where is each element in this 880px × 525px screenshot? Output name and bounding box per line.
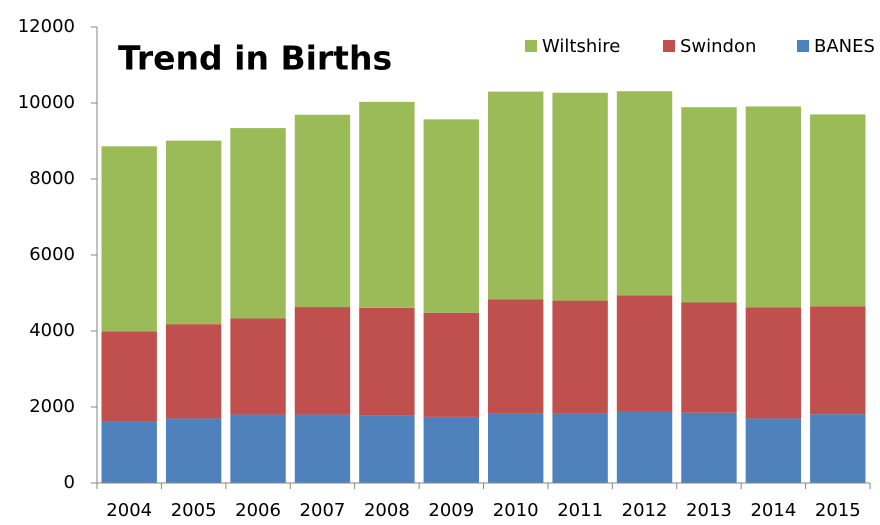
bar-segment: [681, 412, 737, 483]
y-tick-label: 2000: [29, 396, 75, 417]
chart-title: Trend in Births: [118, 39, 392, 78]
legend-swatch: [525, 40, 537, 52]
bar-segment: [745, 307, 802, 419]
x-tick-label: 2013: [686, 500, 732, 521]
y-tick-label: 8000: [29, 168, 75, 189]
bar-segment: [810, 414, 866, 483]
x-tick-label: 2007: [300, 500, 346, 521]
legend-label: Swindon: [680, 36, 756, 57]
bar-segment: [423, 119, 479, 313]
bar-segment: [294, 114, 351, 308]
x-tick-label: 2009: [428, 500, 474, 521]
bar-segment: [745, 106, 802, 308]
x-tick-label: 2005: [171, 500, 217, 521]
bar-segment: [488, 299, 544, 414]
bar-segment: [552, 92, 608, 301]
bar-segment: [359, 307, 415, 416]
x-tick-label: 2011: [557, 500, 603, 521]
x-tick-label: 2014: [750, 500, 796, 521]
x-tick-label: 2004: [106, 500, 152, 521]
legend-label: BANES: [814, 36, 875, 57]
bar-segment: [423, 416, 479, 483]
bar-segment: [294, 414, 351, 483]
bar-segment: [359, 101, 415, 308]
bar-segment: [810, 306, 866, 415]
bar-segment: [552, 300, 608, 414]
y-tick-label: 10000: [18, 92, 75, 113]
x-tick-label: 2015: [815, 500, 861, 521]
bar-segment: [681, 302, 737, 413]
bar-segment: [165, 418, 222, 483]
bar-segment: [423, 312, 479, 417]
bar-segment: [230, 128, 286, 319]
bar-segment: [101, 146, 157, 332]
bar-segment: [101, 421, 157, 483]
legend-label: Wiltshire: [542, 36, 620, 57]
y-tick-label: 4000: [29, 320, 75, 341]
legend-swatch: [797, 40, 809, 52]
bar-segment: [165, 324, 222, 419]
legend-swatch: [663, 40, 675, 52]
bar-segment: [552, 413, 608, 483]
y-tick-label: 0: [64, 472, 75, 493]
bar-segment: [810, 114, 866, 307]
bar-segment: [230, 414, 286, 483]
x-tick-label: 2008: [364, 500, 410, 521]
bar-segment: [101, 331, 157, 422]
bar-segment: [616, 295, 673, 412]
y-tick-label: 6000: [29, 244, 75, 265]
bar-segment: [488, 413, 544, 483]
bar-segment: [165, 140, 222, 325]
bar-segment: [616, 91, 673, 296]
bar-segment: [745, 418, 802, 483]
bar-segment: [488, 91, 544, 300]
y-tick-label: 12000: [18, 16, 75, 37]
bar-segment: [230, 318, 286, 415]
bar-segment: [681, 107, 737, 303]
x-tick-label: 2006: [235, 500, 281, 521]
bar-segment: [294, 307, 351, 415]
x-tick-label: 2010: [493, 500, 539, 521]
bar-segment: [616, 411, 673, 483]
bar-segment: [359, 415, 415, 483]
x-tick-label: 2012: [622, 500, 668, 521]
